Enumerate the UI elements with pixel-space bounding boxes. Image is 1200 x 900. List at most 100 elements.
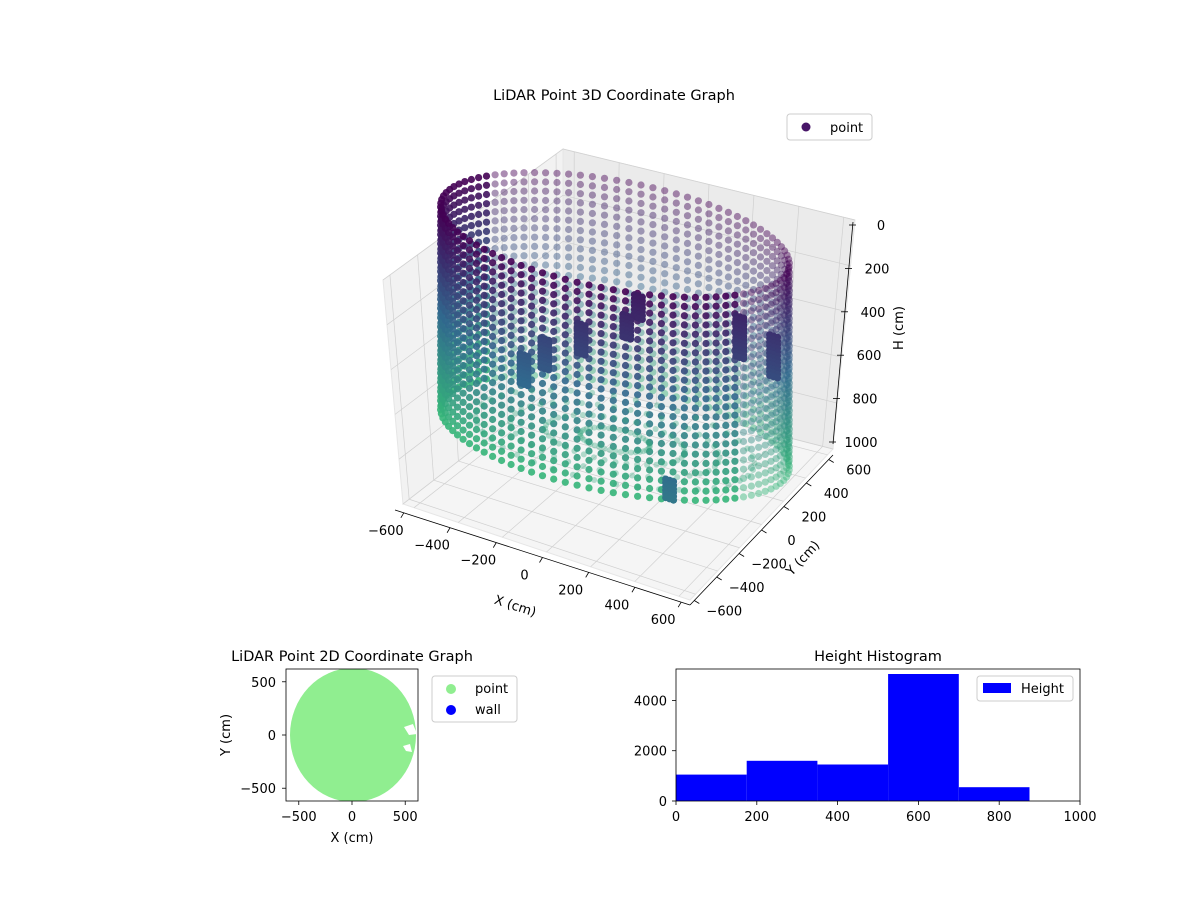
point-3d: [761, 312, 769, 320]
point-3d: [731, 402, 739, 410]
point-3d: [756, 410, 765, 418]
point-3d: [480, 374, 488, 382]
point-3d: [747, 288, 756, 296]
point-3d: [489, 305, 497, 313]
plot-2d: LiDAR Point 2D Coordinate Graph −500 0 500…: [219, 649, 518, 846]
point-3d: [500, 197, 508, 205]
point-3d: [528, 311, 536, 319]
point-3d: [761, 413, 769, 422]
point-3d: [480, 337, 488, 346]
point-3d: [528, 274, 536, 282]
point-3d: [507, 396, 515, 404]
point-3d: [785, 403, 793, 411]
point-3d: [712, 330, 720, 338]
point-3d: [777, 270, 786, 278]
point-3d: [702, 404, 710, 412]
point-3d: [768, 317, 777, 325]
point-3d: [542, 252, 550, 260]
point-3d-floor: [512, 430, 519, 437]
point-3d: [465, 430, 474, 438]
point-3d: [780, 412, 788, 420]
point-3d: [489, 277, 497, 285]
point-3d: [785, 272, 793, 280]
point-3d: [465, 329, 474, 337]
point-3d: [573, 389, 581, 397]
point-3d: [449, 399, 457, 407]
point-3d: [573, 463, 581, 471]
point-3d: [609, 470, 617, 478]
point-3d: [657, 310, 666, 318]
point-3d: [742, 383, 750, 391]
point-3d: [561, 469, 569, 477]
point-3d: [785, 364, 793, 372]
grid-floor-y-5: [532, 403, 806, 479]
point-3d: [498, 392, 506, 400]
grid-right-5: [780, 206, 800, 436]
point-3d: [465, 421, 474, 429]
point-3d: [657, 320, 666, 328]
point-3d: [747, 408, 756, 416]
point-3d: [777, 252, 786, 260]
point-3d: [561, 284, 569, 293]
point-3d: [768, 289, 777, 297]
point-3d: [772, 289, 780, 297]
point-3d: [749, 322, 758, 331]
point-3d: [489, 323, 497, 331]
point-3d: [528, 265, 536, 273]
point-3d: [565, 198, 573, 206]
point-3d: [646, 420, 654, 428]
point-3d-floor: [499, 444, 506, 451]
point-3d: [553, 178, 561, 187]
point-3d: [715, 214, 723, 222]
point-3d: [773, 294, 781, 302]
point-3d: [785, 301, 793, 309]
point-3d-floor: [514, 451, 521, 458]
point-3d-floor: [570, 412, 577, 419]
point-3d: [597, 403, 605, 411]
point-3d: [782, 427, 791, 435]
point-3d: [773, 423, 781, 431]
point-3d: [747, 482, 756, 490]
point-3d-floor: [547, 387, 554, 394]
x-ticks-2d: −500 0 500: [281, 801, 418, 825]
point-3d: [553, 262, 561, 270]
x-tick-label-3d: 0: [520, 569, 528, 584]
grid-left-4: [500, 194, 508, 423]
point-3d-floor: [735, 437, 742, 444]
point-3d: [669, 413, 677, 421]
point-3d: [683, 267, 692, 275]
point-3d: [573, 361, 581, 369]
point-3d: [756, 419, 765, 427]
point-3d: [565, 225, 573, 234]
point-3d: [781, 284, 789, 292]
point-3d: [500, 179, 508, 187]
point-3d: [680, 312, 689, 320]
point-3d: [780, 393, 788, 401]
point-3d: [489, 425, 497, 433]
point-3d: [785, 342, 794, 350]
point-3d: [669, 440, 677, 448]
point-3d: [625, 252, 633, 260]
point-3d: [449, 390, 457, 398]
point-3d: [702, 478, 710, 486]
point-3d: [680, 349, 689, 357]
point-3d: [565, 207, 573, 215]
point-3d-floor: [512, 389, 519, 396]
point-3d: [780, 384, 788, 392]
point-3d: [649, 276, 657, 284]
point-3d: [785, 453, 794, 461]
point-3d: [785, 268, 794, 276]
point-3d-floor: [696, 431, 703, 438]
point-3d: [634, 326, 642, 334]
point-3d: [781, 293, 789, 301]
point-3d: [694, 206, 703, 214]
point-3d: [722, 394, 730, 402]
point-3d: [761, 478, 769, 486]
point-3d: [680, 468, 689, 477]
point-3d: [691, 330, 700, 338]
point-3d: [669, 348, 677, 356]
point-3d: [507, 276, 515, 284]
point-3d: [680, 496, 689, 504]
point-3d: [755, 434, 763, 442]
point-3d: [783, 306, 791, 314]
